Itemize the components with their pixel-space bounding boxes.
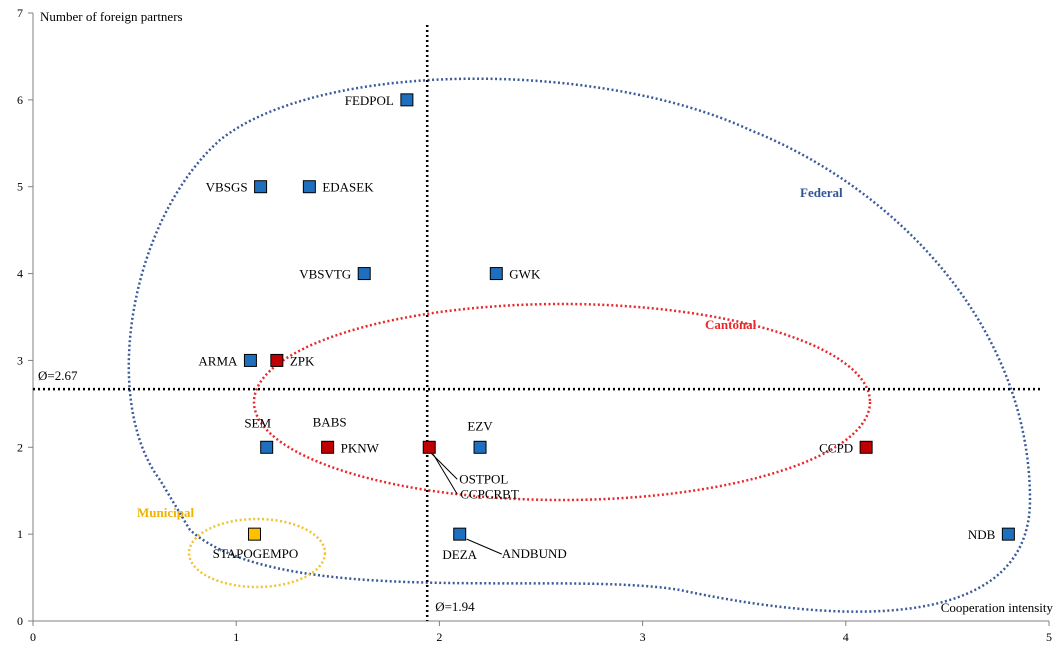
cantonal-ellipse xyxy=(252,302,872,502)
x-tick-label: 5 xyxy=(1046,630,1052,644)
y-tick-label: 7 xyxy=(17,6,23,20)
x-tick-label: 2 xyxy=(436,630,442,644)
federal-ellipse xyxy=(127,77,1032,613)
group-ellipses xyxy=(127,77,1032,613)
data-points xyxy=(243,93,1015,541)
point-zpk xyxy=(270,353,284,367)
group-label-municipal: Municipal xyxy=(137,505,194,520)
mean-x-label: Ø=1.94 xyxy=(435,599,475,614)
point-ezv xyxy=(473,440,487,454)
point-label-ccpcrbt: CCPCRBT xyxy=(460,486,519,501)
point-edasek xyxy=(302,180,316,194)
point-label-vbsgs: VBSGS xyxy=(206,180,248,195)
point-label-edasek: EDASEK xyxy=(322,180,374,195)
point-label-ostpol: OSTPOL xyxy=(459,471,508,486)
mean-lines: Ø=1.94 Ø=2.67 xyxy=(33,25,1043,621)
point-label-fedpol: FEDPOL xyxy=(345,93,394,108)
y-tick-label: 1 xyxy=(17,527,23,541)
y-tick-label: 2 xyxy=(17,440,23,454)
point-label-ndb: NDB xyxy=(968,527,996,542)
leader-ccpcrbt xyxy=(432,454,458,495)
y-tick-label: 5 xyxy=(17,180,23,194)
point-label-ccpd: CCPD xyxy=(819,440,853,455)
x-tick-label: 1 xyxy=(233,630,239,644)
point-label-babs: BABS xyxy=(313,414,347,429)
axes: 0 1 2 3 4 5 0 1 2 3 4 5 6 7 xyxy=(17,6,1052,644)
point-label-stapogempo: STAPOGEMPO xyxy=(213,546,299,561)
mean-y-label: Ø=2.67 xyxy=(38,368,78,383)
point-deza xyxy=(453,527,467,541)
point-ccpd xyxy=(859,440,873,454)
point-pknw xyxy=(321,440,335,454)
point-label-vbsvtg: VBSVTG xyxy=(299,267,351,282)
leader-andbund xyxy=(466,538,502,555)
point-label-ezv: EZV xyxy=(467,418,493,433)
municipal-ellipse xyxy=(187,517,327,589)
point-sem xyxy=(260,440,274,454)
point-vbsvtg xyxy=(357,267,371,281)
group-label-federal: Federal xyxy=(800,185,843,200)
point-arma xyxy=(243,353,257,367)
x-axis-title: Cooperation intensity xyxy=(941,600,1054,615)
point-label-sem: SEM xyxy=(244,415,271,430)
point-label-gwk: GWK xyxy=(509,267,541,282)
point-label-zpk: ZPK xyxy=(290,353,315,368)
point-label-andbund: ANDBUND xyxy=(502,546,567,561)
y-axis-title: Number of foreign partners xyxy=(40,9,183,24)
point-ostpol xyxy=(422,440,436,454)
point-stapogempo xyxy=(247,527,261,541)
x-tick-label: 4 xyxy=(843,630,849,644)
point-labels: FEDPOL VBSGS EDASEK VBSVTG GWK ARMA ZPK SEM BABS… xyxy=(198,93,995,562)
x-tick-label: 3 xyxy=(640,630,646,644)
point-label-pknw: PKNW xyxy=(341,440,380,455)
y-tick-label: 4 xyxy=(17,267,23,281)
point-gwk xyxy=(489,267,503,281)
point-vbsgs xyxy=(254,180,268,194)
point-fedpol xyxy=(400,93,414,107)
point-label-arma: ARMA xyxy=(198,353,238,368)
point-label-deza: DEZA xyxy=(442,547,477,562)
y-tick-label: 0 xyxy=(17,614,23,628)
x-tick-label: 0 xyxy=(30,630,36,644)
y-tick-label: 6 xyxy=(17,93,23,107)
point-ndb xyxy=(1001,527,1015,541)
y-tick-label: 3 xyxy=(17,353,23,367)
group-label-cantonal: Cantonal xyxy=(705,317,757,332)
